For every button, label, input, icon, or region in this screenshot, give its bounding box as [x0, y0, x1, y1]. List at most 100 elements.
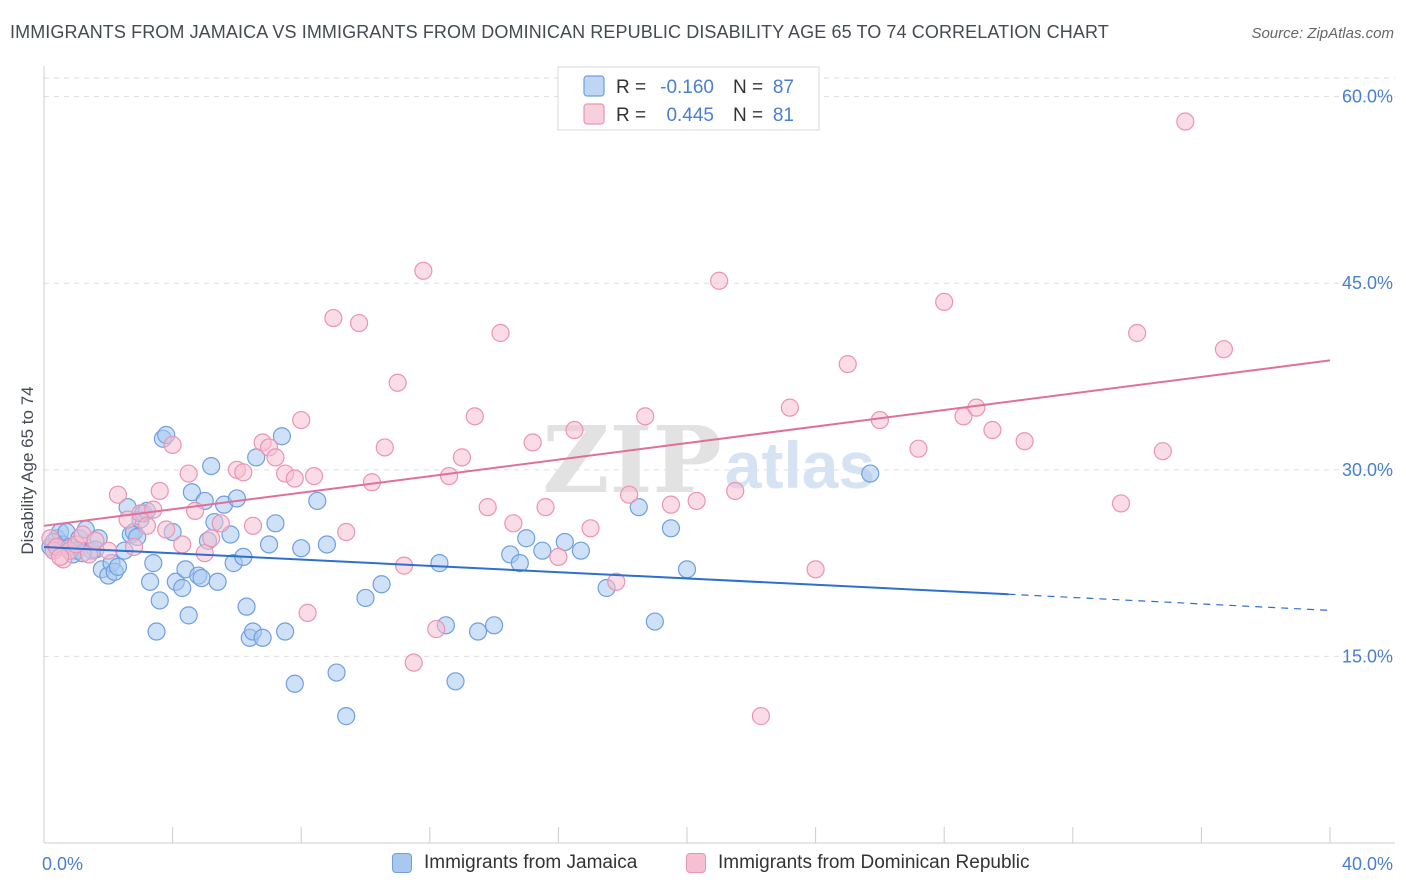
- point-dominican: [243, 516, 263, 535]
- point-dominican: [144, 500, 163, 519]
- point-dominican: [710, 271, 729, 290]
- point-jamaica: [533, 541, 552, 560]
- point-dominican: [465, 407, 484, 426]
- point-jamaica: [237, 597, 256, 616]
- point-dominican: [211, 514, 230, 533]
- point-dominican: [157, 520, 176, 539]
- point-dominican: [150, 481, 169, 501]
- point-jamaica: [571, 541, 591, 560]
- bottom-legend: Immigrants from Jamaica Immigrants from …: [0, 852, 1406, 878]
- point-jamaica: [272, 427, 292, 446]
- point-dominican: [536, 498, 555, 517]
- top-legend-r-label: R =: [616, 105, 646, 126]
- point-dominican: [337, 522, 356, 542]
- chart-title: IMMIGRANTS FROM JAMAICA VS IMMIGRANTS FR…: [10, 22, 1109, 42]
- point-jamaica: [108, 557, 128, 576]
- y-tick-label: 45.0%: [1342, 273, 1393, 293]
- top-legend-r-label: R =: [616, 77, 646, 98]
- point-jamaica: [372, 575, 391, 594]
- point-dominican: [452, 448, 472, 467]
- point-jamaica: [227, 489, 246, 508]
- point-dominican: [234, 463, 253, 482]
- point-dominican: [163, 435, 182, 455]
- point-dominican: [202, 529, 221, 548]
- point-jamaica: [259, 535, 279, 554]
- point-jamaica: [150, 591, 169, 610]
- point-dominican: [607, 572, 626, 591]
- series-dominican: [41, 112, 1234, 726]
- point-dominican: [523, 433, 542, 452]
- point-dominican: [179, 464, 198, 483]
- point-jamaica: [292, 539, 311, 558]
- trendline-jamaica-extension: [1008, 593, 1331, 611]
- point-jamaica: [485, 616, 504, 635]
- point-jamaica: [468, 622, 488, 641]
- point-dominican: [661, 495, 681, 514]
- point-dominican: [1127, 323, 1147, 343]
- point-dominican: [549, 547, 568, 567]
- point-dominican: [565, 420, 584, 440]
- point-dominican: [870, 410, 890, 430]
- point-dominican: [909, 439, 928, 458]
- point-dominican: [173, 535, 192, 554]
- point-jamaica: [173, 578, 192, 598]
- point-jamaica: [629, 498, 648, 517]
- point-jamaica: [861, 464, 880, 483]
- point-dominican: [838, 354, 857, 374]
- point-jamaica: [202, 456, 221, 476]
- y-tick-label: 30.0%: [1342, 460, 1393, 480]
- point-dominican: [687, 491, 706, 511]
- y-tick-label: 15.0%: [1342, 646, 1393, 666]
- trendline-jamaica: [43, 545, 1009, 596]
- point-dominican: [491, 323, 510, 343]
- point-jamaica: [266, 514, 285, 533]
- legend-item-dominican[interactable]: Immigrants from Dominican Republic: [686, 852, 1030, 874]
- watermark-atlas: atlas: [725, 428, 875, 502]
- chart-source: Source: ZipAtlas.com: [1251, 25, 1394, 42]
- legend-label-dominican: Immigrants from Dominican Republic: [718, 852, 1030, 873]
- point-jamaica: [337, 707, 356, 726]
- point-jamaica: [208, 572, 227, 591]
- point-dominican: [266, 448, 285, 467]
- point-jamaica: [192, 568, 211, 588]
- point-jamaica: [430, 554, 449, 573]
- top-legend-n-value: 87: [773, 77, 794, 98]
- point-dominican: [935, 292, 954, 312]
- top-legend-r-value: -0.160: [660, 77, 714, 98]
- point-dominican: [108, 485, 128, 504]
- point-dominican: [504, 514, 523, 533]
- point-jamaica: [179, 606, 198, 625]
- point-dominican: [404, 653, 423, 672]
- point-jamaica: [356, 588, 375, 608]
- point-dominican: [349, 313, 369, 333]
- top-legend: R = -0.160 N = 87 R = 0.445 N = 81: [557, 66, 820, 131]
- y-axis-label: Disability Age 65 to 74: [18, 386, 37, 554]
- point-jamaica: [147, 622, 166, 641]
- point-jamaica: [140, 572, 160, 591]
- point-dominican: [50, 547, 70, 567]
- point-dominican: [983, 420, 1002, 440]
- point-jamaica: [645, 612, 664, 631]
- point-jamaica: [308, 491, 327, 511]
- point-dominican: [388, 373, 407, 392]
- legend-item-jamaica[interactable]: Immigrants from Jamaica: [392, 852, 637, 874]
- top-legend-n-label: N =: [733, 77, 763, 98]
- point-dominican: [375, 438, 394, 457]
- top-legend-n-value: 81: [773, 105, 794, 126]
- point-dominican: [620, 485, 639, 504]
- point-jamaica: [517, 529, 536, 548]
- point-jamaica: [446, 672, 465, 691]
- y-tick-label: 60.0%: [1342, 87, 1393, 107]
- x-tick-label: 40.0%: [1342, 854, 1393, 874]
- point-jamaica: [253, 628, 272, 647]
- point-dominican: [414, 261, 433, 280]
- point-dominican: [298, 603, 317, 622]
- point-dominican: [439, 466, 459, 486]
- point-dominican: [137, 516, 156, 535]
- point-dominican: [636, 407, 655, 426]
- legend-swatch-jamaica: [392, 853, 412, 873]
- point-jamaica: [317, 535, 337, 554]
- point-dominican: [780, 398, 799, 417]
- legend-swatch-dominican: [686, 853, 706, 873]
